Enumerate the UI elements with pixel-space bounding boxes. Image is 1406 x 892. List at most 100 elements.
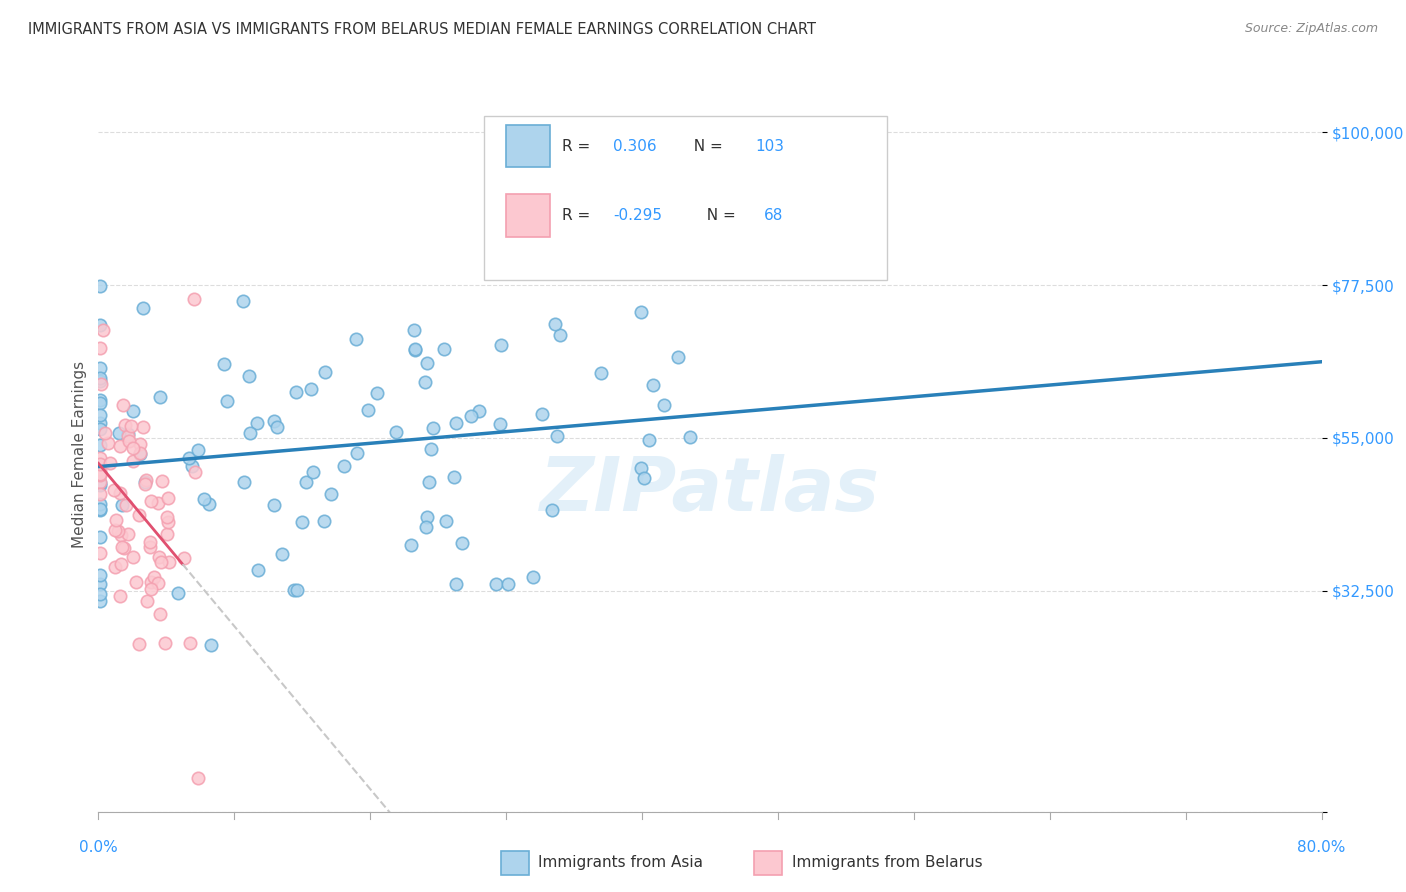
- Point: [112, 541, 135, 555]
- Point: [148, 496, 170, 510]
- Point: [132, 420, 155, 434]
- Point: [89, 360, 111, 375]
- Point: [496, 577, 519, 591]
- Text: 0.0%: 0.0%: [79, 840, 118, 855]
- Point: [630, 305, 652, 319]
- Text: ZIPatlas: ZIPatlas: [540, 454, 880, 527]
- Point: [589, 366, 612, 380]
- Point: [117, 427, 139, 442]
- Point: [108, 439, 131, 453]
- Point: [238, 369, 260, 384]
- Point: [89, 438, 111, 452]
- Point: [346, 446, 368, 460]
- Point: [402, 323, 425, 337]
- Point: [117, 526, 139, 541]
- Point: [270, 548, 292, 562]
- Point: [122, 454, 145, 468]
- Point: [122, 404, 145, 418]
- Text: Source: ZipAtlas.com: Source: ZipAtlas.com: [1244, 22, 1378, 36]
- Point: [114, 418, 136, 433]
- Point: [89, 468, 111, 483]
- Point: [187, 771, 209, 785]
- Point: [135, 594, 157, 608]
- Point: [416, 509, 439, 524]
- Point: [399, 538, 422, 552]
- Point: [111, 499, 134, 513]
- Point: [111, 398, 134, 412]
- Point: [89, 450, 111, 465]
- Point: [200, 638, 222, 652]
- Point: [446, 576, 468, 591]
- Point: [148, 549, 170, 564]
- Point: [134, 475, 156, 489]
- Point: [89, 475, 111, 490]
- Point: [321, 487, 343, 501]
- Text: -0.295: -0.295: [613, 209, 662, 223]
- Point: [121, 441, 143, 455]
- Point: [89, 457, 111, 471]
- Text: 80.0%: 80.0%: [1298, 840, 1346, 855]
- Point: [413, 375, 436, 389]
- Point: [314, 365, 336, 379]
- Point: [89, 395, 111, 409]
- Point: [232, 293, 254, 308]
- Point: [132, 301, 155, 316]
- Point: [89, 408, 111, 422]
- Point: [108, 486, 131, 500]
- Point: [179, 636, 201, 650]
- Point: [422, 421, 444, 435]
- Point: [157, 515, 180, 529]
- Point: [89, 503, 111, 517]
- Point: [418, 475, 440, 489]
- Point: [89, 487, 111, 501]
- Point: [94, 425, 117, 440]
- Point: [451, 536, 474, 550]
- Point: [128, 447, 150, 461]
- Text: N =: N =: [696, 209, 740, 223]
- Point: [118, 434, 141, 448]
- Point: [89, 371, 111, 385]
- Text: R =: R =: [562, 209, 595, 223]
- Point: [488, 417, 510, 432]
- Point: [139, 582, 162, 597]
- Point: [89, 576, 111, 591]
- Point: [344, 332, 367, 346]
- Point: [366, 386, 388, 401]
- Point: [155, 635, 177, 649]
- Point: [630, 460, 652, 475]
- Point: [187, 443, 209, 458]
- Point: [104, 560, 127, 574]
- Point: [141, 574, 163, 589]
- Point: [415, 520, 437, 534]
- Point: [89, 422, 111, 436]
- Point: [128, 637, 150, 651]
- Point: [183, 292, 205, 306]
- Point: [150, 474, 173, 488]
- Point: [107, 524, 129, 539]
- Text: Immigrants from Belarus: Immigrants from Belarus: [792, 855, 983, 870]
- Point: [291, 516, 314, 530]
- FancyBboxPatch shape: [506, 125, 550, 168]
- Point: [530, 407, 553, 421]
- Point: [125, 575, 148, 590]
- Point: [89, 594, 111, 608]
- Point: [678, 430, 700, 444]
- Point: [111, 541, 134, 555]
- Point: [155, 510, 177, 524]
- Point: [89, 502, 111, 516]
- Point: [91, 323, 114, 337]
- Point: [299, 382, 322, 396]
- Point: [149, 607, 172, 622]
- Point: [98, 456, 121, 470]
- FancyBboxPatch shape: [484, 116, 887, 280]
- Point: [90, 377, 112, 392]
- Point: [89, 341, 111, 355]
- Point: [110, 528, 132, 542]
- Point: [357, 403, 380, 417]
- Point: [139, 535, 162, 549]
- Point: [89, 475, 111, 489]
- Point: [443, 470, 465, 484]
- Point: [287, 582, 309, 597]
- Point: [193, 491, 215, 506]
- Point: [197, 497, 219, 511]
